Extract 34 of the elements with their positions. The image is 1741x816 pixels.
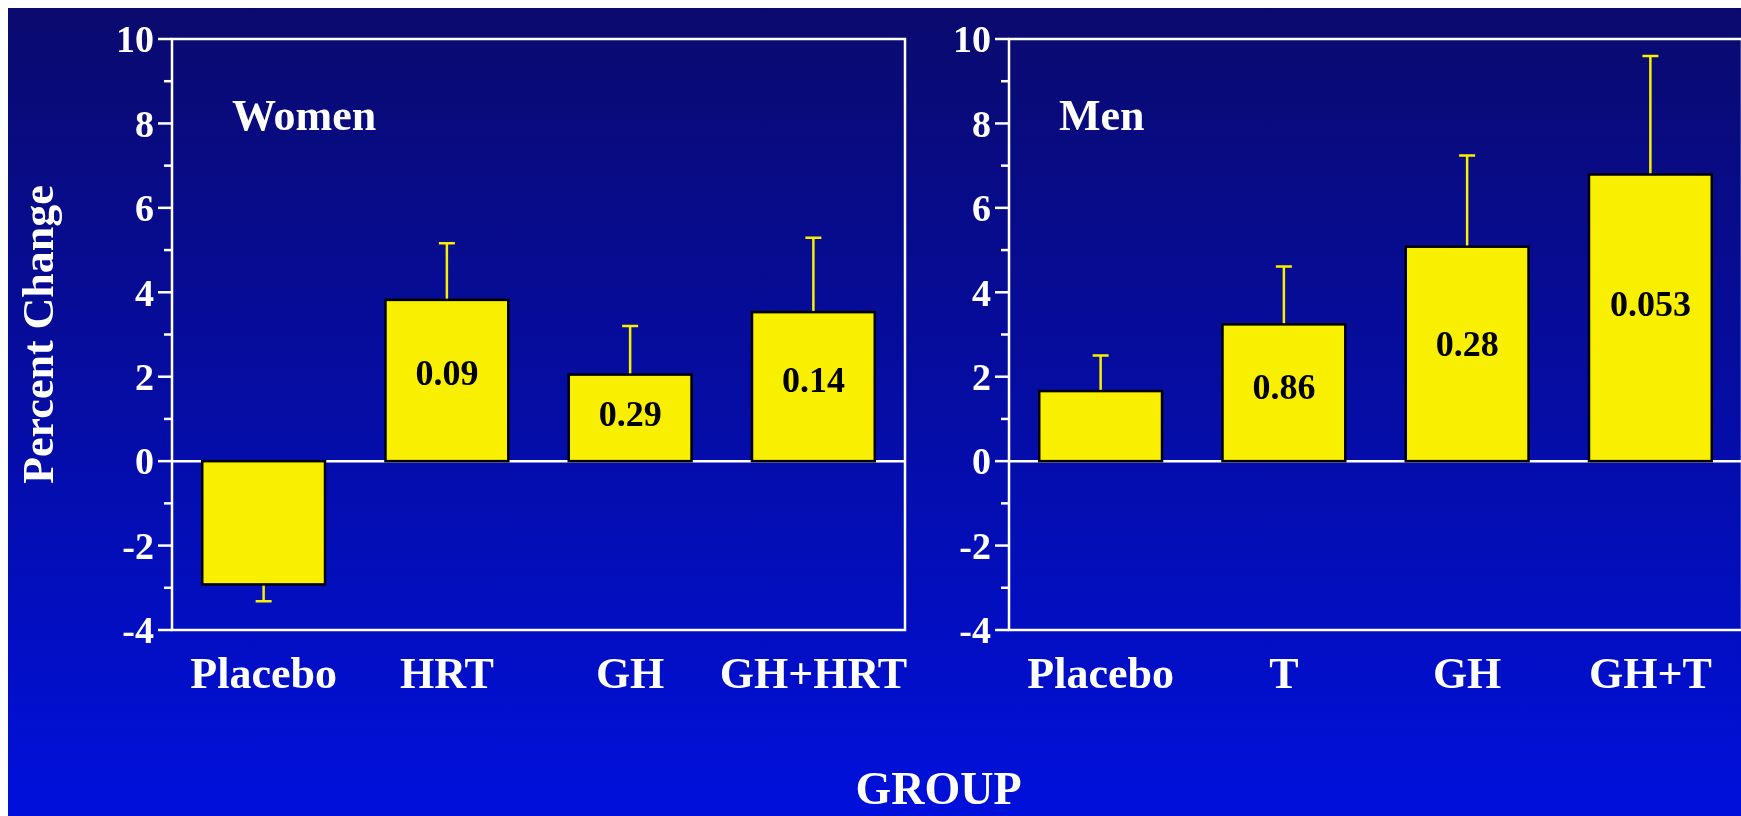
annotation: 0.28 <box>1435 323 1499 364</box>
annotation: 0.14 <box>781 359 845 400</box>
y-axis-title: Percent Change <box>14 185 63 484</box>
x-tick-label: T <box>1269 649 1299 698</box>
y-tick-label: -4 <box>959 609 991 652</box>
y-tick-label: 0 <box>135 440 154 483</box>
y-tick-label: 0 <box>972 440 991 483</box>
y-tick-label: 2 <box>972 356 991 399</box>
x-tick-label: HRT <box>399 649 494 698</box>
x-tick-label: GH+T <box>1588 649 1712 698</box>
text: Women <box>232 91 377 140</box>
y-tick-label: 4 <box>135 271 154 314</box>
y-tick-label: 8 <box>135 102 154 145</box>
y-tick-label: -4 <box>122 609 154 652</box>
y-tick-label: -2 <box>122 524 154 567</box>
x-tick-label: Placebo <box>190 649 337 698</box>
annotation: 0.29 <box>598 394 662 435</box>
x-tick-label: Placebo <box>1027 649 1174 698</box>
annotation: 0.86 <box>1252 366 1316 407</box>
x-tick-label: GH <box>595 649 665 698</box>
x-axis-title: GROUP <box>855 763 1022 814</box>
x-tick-label: GH <box>1432 649 1502 698</box>
annotation: 0.053 <box>1609 284 1691 325</box>
y-tick-label: 8 <box>972 102 991 145</box>
y-tick-label: 4 <box>972 271 991 314</box>
y-tick-label: 2 <box>135 356 154 399</box>
y-tick-label: -2 <box>959 524 991 567</box>
y-tick-label: 6 <box>972 187 991 230</box>
text: Men <box>1059 91 1145 140</box>
y-tick-label: 10 <box>116 18 154 61</box>
y-tick-label: 6 <box>135 187 154 230</box>
x-tick-label: GH+HRT <box>719 649 908 698</box>
y-tick-label: 10 <box>953 18 991 61</box>
annotation: 0.09 <box>415 353 479 394</box>
